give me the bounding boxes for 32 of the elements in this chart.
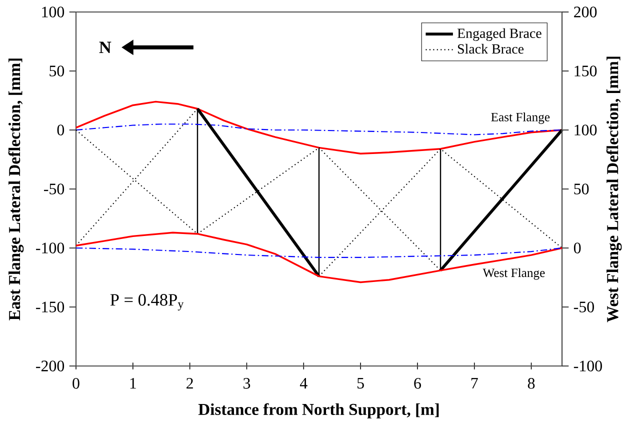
y-tick-label: 50 — [50, 66, 64, 76]
x-tick-label: 3 — [244, 378, 250, 389]
y-tick-label: -100 — [36, 242, 64, 254]
y2-axis-title: West Flange Lateral Deflection, [mm] — [606, 56, 622, 322]
x-tick-label: 1 — [130, 378, 136, 389]
y-tick-label: 0 — [57, 124, 64, 136]
x-tick-label: 7 — [471, 378, 478, 388]
legend-label: Engaged Brace — [457, 28, 542, 41]
legend-label: Slack Brace — [458, 44, 524, 54]
y-tick-label: -50 — [44, 184, 64, 194]
annotation: West Flange — [482, 268, 545, 280]
x-tick-label: 2 — [186, 378, 193, 389]
y2-tick-label: 200 — [574, 6, 597, 18]
y2-tick-label: 50 — [574, 184, 589, 194]
x-tick-label: 6 — [414, 378, 421, 389]
y2-tick-label: 0 — [574, 242, 581, 254]
y-tick-label: -150 — [36, 302, 64, 312]
y-tick-label: -200 — [36, 360, 64, 372]
y-axis-title: East Flange Lateral Deflection, [mm] — [8, 58, 24, 320]
y2-tick-label: 150 — [574, 66, 597, 76]
x-tick-label: 8 — [528, 378, 535, 389]
x-tick-label: 4 — [300, 378, 308, 388]
x-tick-label: 5 — [357, 378, 364, 389]
y2-tick-label: 100 — [574, 124, 597, 136]
x-tick-label: 0 — [72, 378, 80, 389]
annotation: P = 0.48P$_{y}$ — [110, 294, 184, 311]
y2-tick-label: -100 — [574, 360, 602, 372]
annotation: East Flange — [491, 112, 550, 124]
y-tick-label: 100 — [42, 6, 64, 18]
y2-tick-label: -50 — [574, 302, 594, 312]
x-axis-title: Distance from North Support, [m] — [198, 403, 439, 418]
annotation: N — [99, 42, 112, 54]
